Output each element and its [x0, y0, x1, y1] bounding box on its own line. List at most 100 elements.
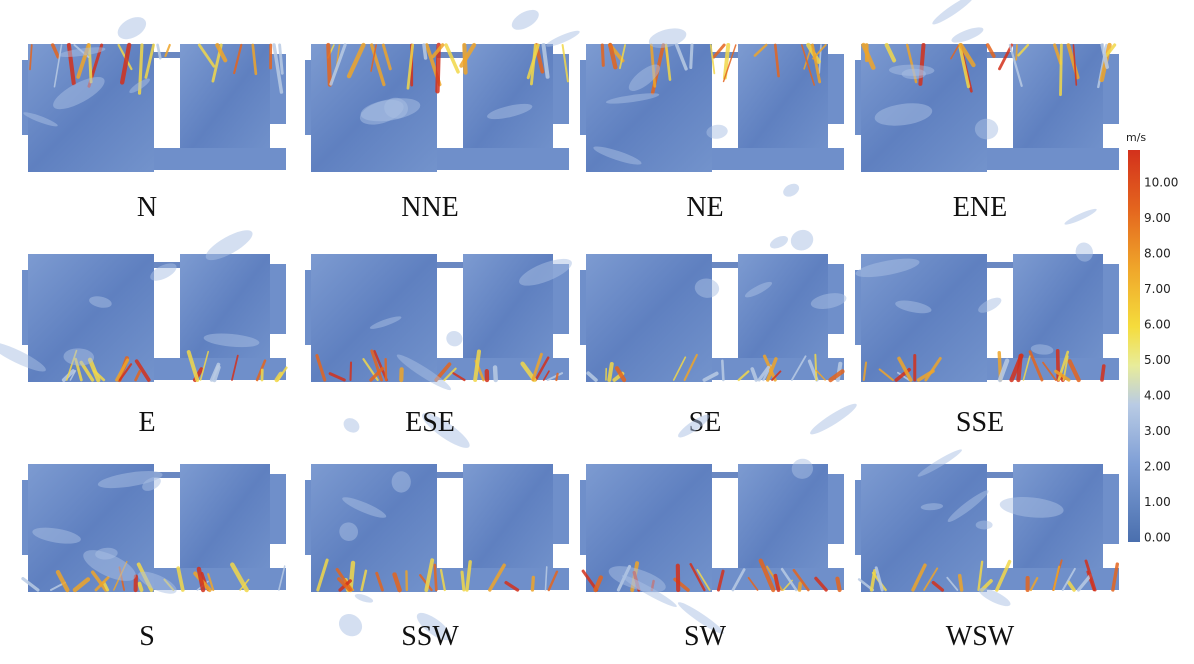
wake	[950, 24, 985, 45]
figure: m/s NNNENEENEEESESESSESSSWSWWSW10.009.00…	[0, 0, 1194, 664]
speed-streak	[1061, 45, 1062, 95]
gap	[712, 478, 738, 568]
direction-label: WSW	[946, 621, 1015, 652]
right-zone	[270, 264, 286, 334]
right-zone	[1103, 474, 1119, 544]
gap	[437, 478, 463, 568]
gap	[987, 268, 1013, 358]
wake	[1063, 207, 1098, 227]
direction-label: S	[139, 621, 155, 652]
speed-streak	[424, 45, 426, 58]
gap	[712, 268, 738, 358]
bottom-street	[712, 148, 844, 170]
colorbar	[1128, 150, 1140, 542]
connector	[437, 472, 463, 478]
speed-streak	[351, 363, 352, 380]
speed-streak	[609, 364, 611, 380]
bottom-street	[987, 148, 1119, 170]
right-zone	[1103, 264, 1119, 334]
speed-streak	[139, 584, 141, 590]
speed-streak	[556, 374, 557, 380]
right-zone	[180, 464, 270, 584]
connector	[987, 472, 1013, 478]
colorbar-tick-label: 2.00	[1144, 460, 1171, 474]
direction-label: ESE	[405, 407, 455, 438]
speed-streak	[1018, 356, 1020, 380]
right-zone	[180, 254, 270, 374]
colorbar-tick-label: 6.00	[1144, 318, 1171, 332]
direction-label: N	[137, 192, 157, 223]
gap	[154, 478, 180, 568]
speed-streak	[1102, 366, 1104, 380]
right-zone	[738, 464, 828, 584]
connector	[987, 262, 1013, 268]
left-zone	[861, 464, 987, 592]
velocity-map	[580, 0, 844, 172]
speed-streak	[1016, 45, 1017, 60]
right-zone	[463, 464, 553, 584]
left-zone	[586, 464, 712, 592]
gap	[154, 58, 180, 148]
colorbar-tick-label: 3.00	[1144, 424, 1171, 438]
wake	[768, 233, 790, 251]
speed-streak	[722, 361, 723, 380]
speed-streak	[1058, 351, 1059, 380]
velocity-map	[854, 207, 1119, 382]
speed-streak	[960, 576, 962, 590]
velocity-map	[305, 6, 581, 172]
connector	[437, 262, 463, 268]
speed-streak	[462, 572, 464, 590]
colorbar-unit: m/s	[1126, 131, 1146, 144]
connector	[712, 472, 738, 478]
direction-label: SW	[684, 621, 727, 652]
wake	[341, 415, 362, 435]
right-zone	[553, 54, 569, 124]
wake	[930, 0, 977, 28]
right-zone	[1013, 44, 1103, 164]
direction-label: SSW	[401, 621, 459, 652]
left-zone	[311, 254, 437, 382]
left-zone	[311, 464, 437, 592]
wake	[976, 520, 993, 529]
speed-streak	[495, 367, 496, 380]
wake	[808, 400, 860, 438]
colorbar-tick-label: 0.00	[1144, 531, 1171, 545]
bottom-street	[712, 358, 844, 380]
bottom-street	[437, 358, 569, 380]
right-zone	[828, 54, 844, 124]
colorbar-tick-label: 1.00	[1144, 495, 1171, 509]
speed-streak	[464, 45, 465, 73]
velocity-map	[0, 225, 286, 382]
direction-label: ENE	[953, 192, 1007, 223]
wake	[788, 227, 816, 254]
direction-label: NNE	[401, 192, 459, 223]
colorbar-tick-label: 10.00	[1144, 176, 1178, 190]
wake	[354, 592, 374, 604]
velocity-map	[22, 0, 286, 172]
direction-label: SSE	[956, 407, 1004, 438]
velocity-map	[855, 0, 1119, 172]
speed-streak	[815, 355, 816, 380]
direction-label: NE	[686, 192, 723, 223]
velocity-map	[22, 464, 286, 598]
right-zone	[1013, 464, 1103, 584]
speed-streak	[328, 45, 330, 85]
right-zone	[553, 474, 569, 544]
speed-streak	[435, 565, 436, 590]
wake	[509, 6, 543, 34]
bottom-street	[154, 148, 286, 170]
right-zone	[270, 474, 286, 544]
direction-label: E	[138, 407, 155, 438]
speed-streak	[532, 577, 533, 590]
velocity-map	[305, 464, 569, 645]
wake	[756, 0, 809, 4]
colorbar-tick-label: 7.00	[1144, 282, 1171, 296]
colorbar-tick-label: 9.00	[1144, 211, 1171, 225]
speed-streak	[799, 583, 800, 590]
speed-streak	[837, 579, 839, 590]
speed-streak	[691, 45, 692, 67]
wake	[114, 13, 150, 44]
bottom-street	[437, 148, 569, 170]
velocity-map	[855, 447, 1119, 610]
colorbar-tick-label: 5.00	[1144, 353, 1171, 367]
